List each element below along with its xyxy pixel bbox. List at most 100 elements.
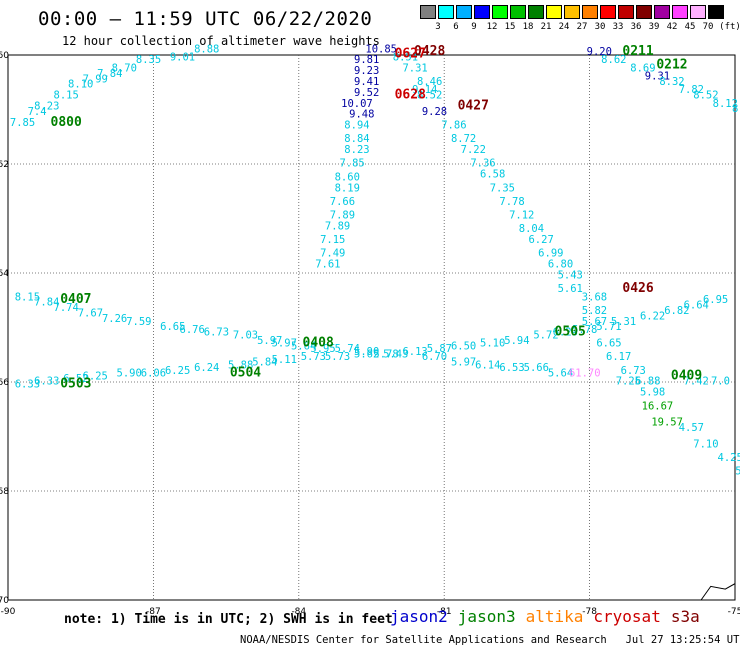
pass-time-label: 0800: [51, 115, 82, 130]
swh-values: 7.857.48.238.158.107.997.848.708.35 9.018…: [10, 43, 740, 477]
swh-value-label: 8.12: [713, 98, 738, 110]
swh-value-label: 8.15: [54, 90, 79, 102]
swh-value-label: 7.4: [28, 106, 47, 118]
swh-value-label: 8.10: [68, 79, 93, 91]
swh-value-label: 8.23: [344, 144, 369, 156]
swh-value-label: 7.49: [320, 248, 345, 260]
coastline: [700, 582, 736, 601]
swh-value-label: 4.57: [679, 422, 704, 434]
scale-label: 24: [558, 22, 570, 32]
swh-value-label: 7.89: [325, 220, 350, 232]
lon-tick-label: -87: [146, 607, 161, 617]
pass-time-label: 0408: [303, 336, 334, 351]
swh-value-label: 10.85: [365, 43, 397, 55]
swh-value-label: 9.20: [587, 46, 612, 58]
swh-value-label: 5.97: [272, 338, 297, 350]
swh-value-label: 8.84: [344, 133, 369, 145]
swh-value-label: 5.31: [611, 316, 636, 328]
swh-value-label: 6.82: [664, 305, 689, 317]
scale-label: 70: [702, 22, 714, 32]
swh-value-label: 8.88: [194, 43, 219, 55]
swh-value-label: 6.06: [141, 368, 166, 380]
swh-value-label: 7.82: [679, 84, 704, 96]
swh-value-label: 9.28: [422, 106, 447, 118]
scale-label: 12: [486, 22, 498, 32]
credit-line: NOAA/NESDIS Center for Satellite Applica…: [240, 634, 740, 646]
swh-value-label: 6.70: [422, 351, 447, 363]
pass-time-label: 0211: [622, 44, 653, 59]
lon-tick-label: -90: [1, 607, 16, 617]
swh-value-label: 7.86: [441, 120, 466, 132]
swh-value-label: 16.67: [642, 400, 674, 412]
swh-value-label: 8.19: [335, 182, 360, 194]
swh-value-label: 9.23: [354, 65, 379, 77]
swh-value-label: 6.65: [160, 321, 185, 333]
swh-value-label: 7.84: [34, 297, 59, 309]
swh-value-label: 6.33: [15, 378, 40, 390]
swh-value-label: 8.60: [335, 171, 360, 183]
swh-value-label: 5.10: [480, 338, 505, 350]
swh-value-label: 6.95: [703, 294, 728, 306]
swh-value-label: 7.42: [684, 376, 709, 388]
lat-lon-grid: [8, 55, 735, 600]
swh-value-label: 7.85: [10, 117, 35, 129]
pass-time-label: 0427: [458, 99, 489, 114]
swh-value-label: 6.80: [548, 259, 573, 271]
swh-value-label: 5.71: [596, 321, 621, 333]
swh-value-label: 6.23: [553, 327, 578, 339]
swh-value-label: 7.0: [711, 376, 730, 388]
swh-value-label: 6.58: [480, 169, 505, 181]
swh-value-label: 8.94: [344, 120, 369, 132]
swh-value-label: 5.98: [640, 387, 665, 399]
swh-value-label: 5.90: [117, 368, 142, 380]
scale-label: 30: [594, 22, 606, 32]
legend-item-cryosat: cryosat: [593, 607, 661, 626]
swh-value-label: 5.74: [335, 343, 360, 355]
swh-value-label: 8.51: [393, 51, 418, 63]
swh-value-label: 5.64: [291, 340, 316, 352]
swh-value-label: 8.15: [15, 291, 40, 303]
pass-time-label: 0407: [60, 292, 91, 307]
swh-value-label: 5.95: [310, 343, 335, 355]
swh-value-label: 9.31: [645, 71, 670, 83]
swh-value-label: 8.52: [417, 90, 442, 102]
lon-tick-label: -81: [437, 607, 452, 617]
legend-item-s3a: s3a: [670, 607, 700, 626]
swh-value-label: 8.62: [601, 54, 626, 66]
swh-value-label: 9.41: [354, 76, 379, 88]
swh-value-label: 7.03: [233, 329, 258, 341]
swh-value-label: 5.97: [451, 357, 476, 369]
swh-value-label: 8.70: [112, 62, 137, 74]
swh-value-label: 5.43: [383, 348, 408, 360]
swh-value-label: 5.64: [548, 368, 573, 380]
swh-value-label: 9.01: [170, 51, 195, 63]
scale-swatch: [474, 5, 490, 19]
swh-value-label: 9.81: [354, 54, 379, 66]
swh-value-label: 7.15: [320, 234, 345, 246]
swh-value-label: 5.84: [252, 357, 277, 369]
swh-value-label: 6.88: [635, 376, 660, 388]
swh-value-label: 7.89: [330, 210, 355, 222]
scale-label: 21: [540, 22, 552, 32]
scale-swatch: [672, 5, 688, 19]
swh-value-label: 7.61: [315, 259, 340, 271]
swh-value-label: 8.69: [630, 62, 655, 74]
scale-label: 27: [576, 22, 588, 32]
lat-tick-label: -60: [0, 51, 9, 61]
swh-value-label: 8.72: [451, 133, 476, 145]
swh-value-label: 7.74: [54, 302, 79, 314]
swh-value-label: 6.27: [528, 234, 553, 246]
legend-item-jason3: jason3: [457, 607, 516, 626]
pass-time-label: 0212: [656, 58, 687, 73]
swh-value-label: 5.72: [533, 329, 558, 341]
swh-value-label: 6.65: [596, 338, 621, 350]
swh-value-label: 5.94: [504, 335, 529, 347]
swh-value-label: 6.14: [475, 359, 500, 371]
swh-value-label: 5.62: [354, 348, 379, 360]
scale-swatch: [654, 5, 670, 19]
scale-label: 39: [648, 22, 660, 32]
swh-value-label: 5.97: [257, 335, 282, 347]
scale-swatch: [564, 5, 580, 19]
scale-swatch: [690, 5, 706, 19]
